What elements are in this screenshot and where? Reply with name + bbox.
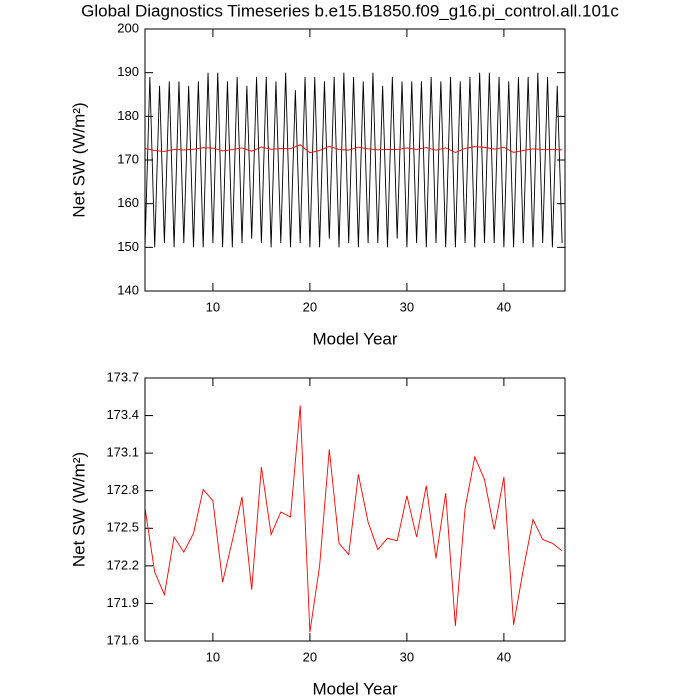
- y-tick-label: 160: [117, 195, 139, 210]
- x-tick-label: 30: [400, 649, 414, 664]
- x-tick-label: 40: [497, 649, 511, 664]
- x-tick-label: 40: [497, 299, 511, 314]
- x-tick-label: 10: [206, 299, 220, 314]
- y-tick-label: 172.2: [106, 557, 139, 572]
- plot-frame: [144, 377, 566, 642]
- series-line: [144, 144, 563, 154]
- y-tick-label: 173.4: [106, 407, 139, 422]
- y-tick-label: 173.1: [106, 445, 139, 460]
- plot-frame: [144, 28, 566, 292]
- y-tick-label: 172.5: [106, 520, 139, 535]
- x-tick-label: 20: [303, 649, 317, 664]
- y-tick-label: 180: [117, 108, 139, 123]
- x-tick-label: 20: [303, 299, 317, 314]
- x-tick-label: 30: [400, 299, 414, 314]
- y-tick-label: 173.7: [106, 369, 139, 384]
- y-tick-label: 172.8: [106, 482, 139, 497]
- x-axis-title: Model Year: [312, 329, 397, 348]
- x-axis-title: Model Year: [312, 679, 397, 698]
- y-tick-label: 190: [117, 64, 139, 79]
- series-line: [144, 405, 563, 633]
- y-tick-label: 171.9: [106, 595, 139, 610]
- y-axis-title: Net SW (W/m²): [69, 452, 88, 567]
- y-axis-title: Net SW (W/m²): [69, 102, 88, 217]
- y-tick-label: 170: [117, 151, 139, 166]
- y-tick-label: 140: [117, 282, 139, 297]
- series-line: [144, 72, 563, 248]
- chart-title: Global Diagnostics Timeseries b.e15.B185…: [81, 1, 619, 20]
- y-tick-label: 200: [117, 20, 139, 35]
- y-tick-label: 171.6: [106, 632, 139, 647]
- y-tick-label: 150: [117, 239, 139, 254]
- x-tick-label: 10: [206, 649, 220, 664]
